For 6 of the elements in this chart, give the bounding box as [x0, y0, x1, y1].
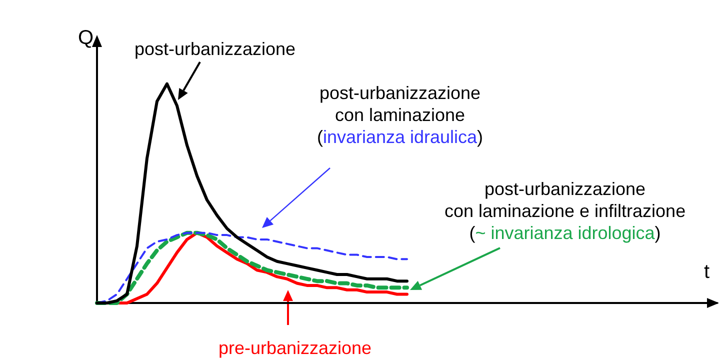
text: pre-urbanizzazione — [218, 338, 372, 358]
x-axis-title: t — [704, 261, 710, 283]
annotation: post-urbanizzazione con laminazione (invarianza idraulica) — [316, 83, 484, 147]
y-axis-title: Q — [78, 27, 94, 49]
annotation: post-urbanizzazione con laminazione e infiltrazione (~ invarianza idrologica) — [444, 179, 686, 243]
text: post-urbanizzazione — [134, 39, 296, 59]
